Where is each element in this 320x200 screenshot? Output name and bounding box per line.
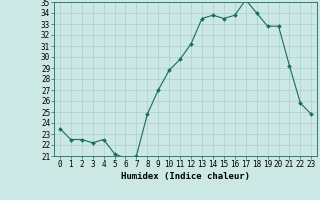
- X-axis label: Humidex (Indice chaleur): Humidex (Indice chaleur): [121, 172, 250, 181]
